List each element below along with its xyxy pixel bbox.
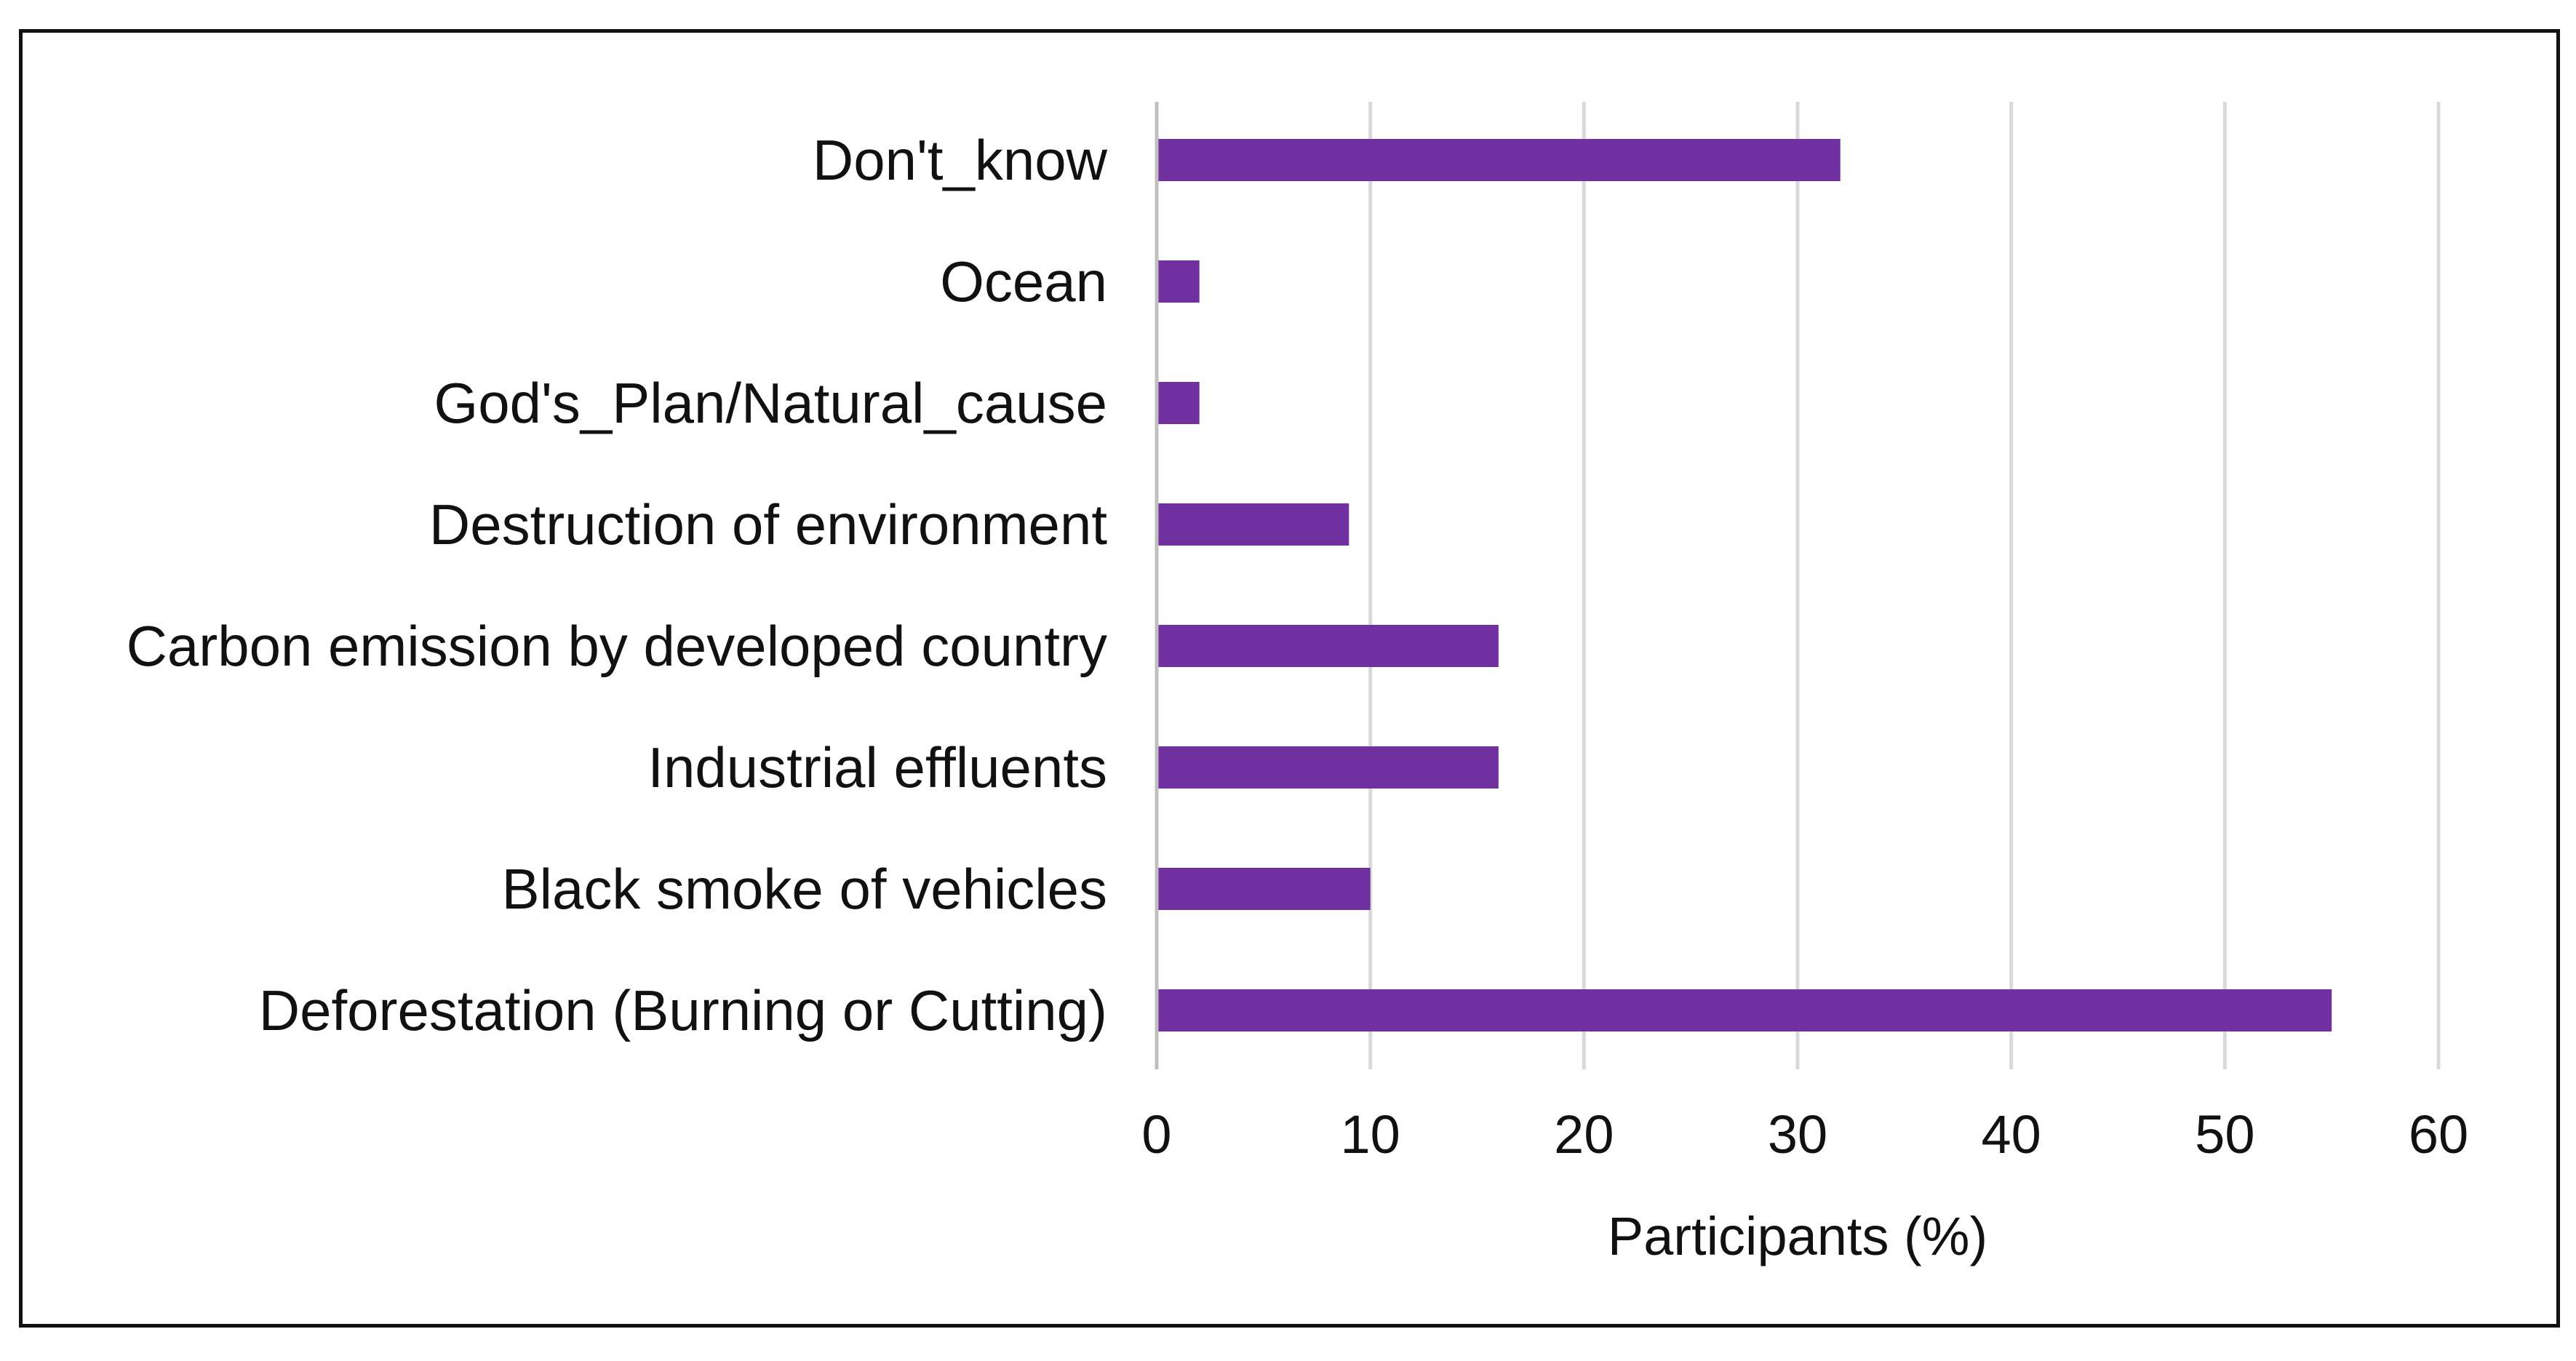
bar-5 [1157,746,1499,789]
chart-frame: Don't_know Ocean God's_Plan/Natural_cause D… [19,29,2560,1328]
category-label-1: Ocean [940,250,1107,314]
x-tick-label-40: 40 [1982,1104,2041,1165]
bar-chart: Don't_know Ocean God's_Plan/Natural_cause D… [127,102,2468,1266]
bar-4 [1157,625,1499,667]
category-label-6: Black smoke of vehicles [502,857,1107,921]
x-tick-label-30: 30 [1768,1104,1827,1165]
bar-3 [1157,503,1349,546]
bar-6 [1157,868,1371,910]
category-label-7: Deforestation (Burning or Cutting) [259,978,1107,1042]
category-label-2: God's_Plan/Natural_cause [434,371,1107,435]
x-tick-label-0: 0 [1141,1104,1171,1165]
x-tick-label-10: 10 [1341,1104,1400,1165]
category-label-5: Industrial effluents [647,735,1107,799]
bars [1157,139,2332,1031]
category-label-0: Don't_know [813,128,1108,192]
x-axis-title: Participants (%) [1608,1206,1987,1266]
category-labels: Don't_know Ocean God's_Plan/Natural_cause D… [127,128,1108,1042]
category-label-3: Destruction of environment [429,492,1107,556]
x-tick-label-60: 60 [2409,1104,2468,1165]
x-tick-label-20: 20 [1554,1104,1614,1165]
category-label-4: Carbon emission by developed country [127,614,1107,678]
x-tick-label-50: 50 [2195,1104,2254,1165]
bar-2 [1157,382,1200,424]
bar-0 [1157,139,1841,181]
x-tick-labels: 0 10 20 30 40 50 60 [1141,1104,2468,1165]
gridlines [1368,102,2441,1069]
bar-1 [1157,260,1200,303]
bar-7 [1157,989,2332,1031]
